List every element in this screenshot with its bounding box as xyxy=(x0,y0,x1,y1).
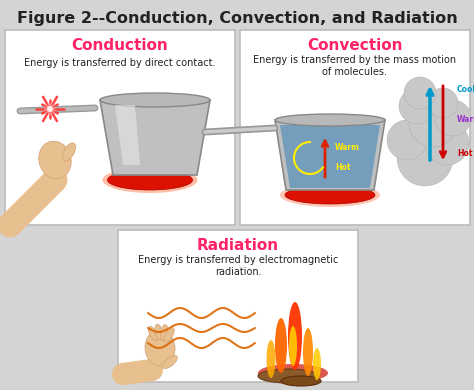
Polygon shape xyxy=(100,100,210,175)
Text: Energy is transferred by electromagnetic
radiation.: Energy is transferred by electromagnetic… xyxy=(138,255,338,277)
Ellipse shape xyxy=(275,114,385,126)
Circle shape xyxy=(47,106,53,112)
FancyBboxPatch shape xyxy=(5,30,235,225)
Ellipse shape xyxy=(39,141,71,179)
Text: Radiation: Radiation xyxy=(197,239,279,254)
Ellipse shape xyxy=(313,348,321,380)
Text: Figure 2--Conduction, Convection, and Radiation: Figure 2--Conduction, Convection, and Ra… xyxy=(17,11,457,25)
Ellipse shape xyxy=(281,376,321,386)
Ellipse shape xyxy=(280,183,380,207)
Circle shape xyxy=(399,88,435,124)
Ellipse shape xyxy=(258,369,318,383)
Ellipse shape xyxy=(108,170,192,190)
Ellipse shape xyxy=(160,324,168,340)
Text: Hot: Hot xyxy=(457,149,473,158)
Text: Energy is transferred by the mass motion
of molecules.: Energy is transferred by the mass motion… xyxy=(254,55,456,77)
Circle shape xyxy=(428,88,458,118)
Circle shape xyxy=(404,77,436,109)
Ellipse shape xyxy=(258,364,328,382)
Circle shape xyxy=(425,121,469,165)
FancyBboxPatch shape xyxy=(118,230,358,382)
Circle shape xyxy=(409,99,457,147)
Text: Energy is transferred by direct contact.: Energy is transferred by direct contact. xyxy=(24,58,216,68)
Ellipse shape xyxy=(275,318,287,373)
Ellipse shape xyxy=(163,355,177,369)
Circle shape xyxy=(397,130,453,186)
Ellipse shape xyxy=(100,93,210,107)
Polygon shape xyxy=(115,105,140,165)
Text: Warm: Warm xyxy=(335,143,360,152)
Ellipse shape xyxy=(285,186,375,204)
Ellipse shape xyxy=(102,167,198,193)
Text: Cool: Cool xyxy=(457,85,474,94)
Circle shape xyxy=(435,100,471,136)
Ellipse shape xyxy=(303,328,313,376)
Ellipse shape xyxy=(63,143,76,161)
Ellipse shape xyxy=(155,324,162,340)
Text: Conduction: Conduction xyxy=(72,39,168,53)
Ellipse shape xyxy=(148,326,158,340)
Ellipse shape xyxy=(289,326,297,366)
Circle shape xyxy=(387,120,427,160)
Text: Hot: Hot xyxy=(335,163,350,172)
Polygon shape xyxy=(280,125,380,188)
Text: Convection: Convection xyxy=(307,39,403,53)
Text: Warm: Warm xyxy=(457,115,474,124)
Polygon shape xyxy=(275,120,385,190)
Ellipse shape xyxy=(145,330,175,366)
Ellipse shape xyxy=(266,340,275,378)
FancyBboxPatch shape xyxy=(240,30,470,225)
Ellipse shape xyxy=(288,302,302,370)
Ellipse shape xyxy=(164,328,174,342)
